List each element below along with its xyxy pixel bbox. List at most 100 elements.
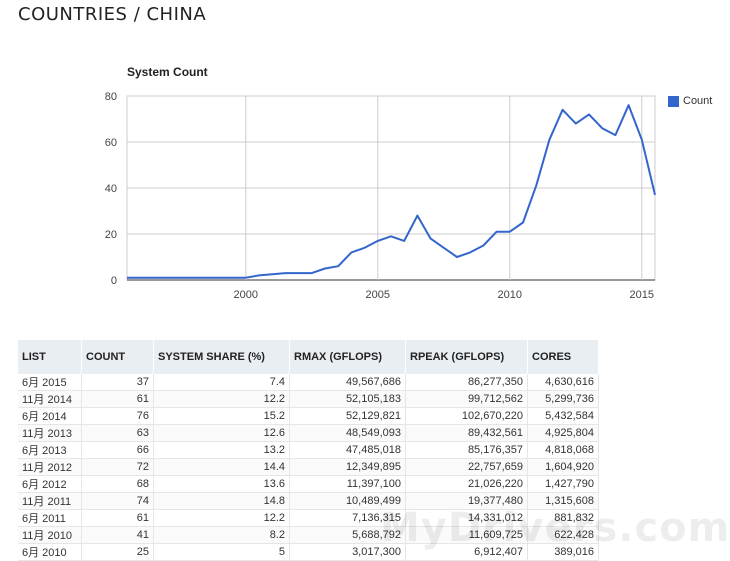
table-row: 11月 2013 63 12.6 48,549,093 89,432,561 4,925,… (18, 424, 599, 442)
table-cell: 52,105,183 (289, 390, 406, 408)
table-cell: 6月 2011 (18, 509, 82, 527)
table-row: 6月 2014 76 15.2 52,129,821 102,670,220 5,432,… (18, 407, 599, 425)
table-cell: 14.8 (153, 492, 290, 510)
y-tick-label: 20 (105, 229, 117, 241)
table-cell: 11月 2010 (18, 526, 82, 544)
chart-legend[interactable]: Count (668, 95, 712, 107)
table-cell: 881,832 (527, 509, 599, 527)
x-tick-label: 2015 (630, 289, 654, 301)
data-point (139, 277, 141, 279)
data-point (535, 185, 537, 187)
table-cell: 11月 2012 (18, 458, 82, 476)
data-point (205, 277, 207, 279)
y-tick-label: 60 (105, 137, 117, 149)
data-point (641, 139, 643, 141)
table-cell: 11月 2013 (18, 424, 82, 442)
table-cell: 12.2 (153, 509, 290, 527)
table-cell: 6月 2013 (18, 441, 82, 459)
column-header[interactable]: CORES (527, 340, 599, 374)
table-cell: 12.2 (153, 390, 290, 408)
data-point (218, 277, 220, 279)
data-point (192, 277, 194, 279)
system-count-chart: 0 20 40 60 80 2000 2005 2010 2015 (105, 91, 656, 301)
systems-table: LIST COUNT SYSTEM SHARE (%) RMAX (GFLOPS) RP… (18, 340, 599, 561)
column-header[interactable]: SYSTEM SHARE (%) (153, 340, 290, 374)
table-cell: 12,349,895 (289, 458, 406, 476)
table-row: 11月 2010 41 8.2 5,688,792 11,609,725 622,428 (18, 526, 599, 544)
table-cell: 4,630,616 (527, 374, 599, 391)
data-point (165, 277, 167, 279)
table-cell: 8.2 (153, 526, 290, 544)
table-cell: 7.4 (153, 374, 290, 391)
column-header[interactable]: COUNT (81, 340, 154, 374)
series-line-count (127, 104, 656, 279)
data-point (179, 277, 181, 279)
table-cell: 622,428 (527, 526, 599, 544)
data-point (377, 240, 379, 242)
table-cell: 6月 2015 (18, 374, 82, 391)
data-point (311, 272, 313, 274)
column-header[interactable]: LIST (18, 340, 82, 374)
data-point (482, 244, 484, 246)
data-point (654, 194, 656, 196)
table-cell: 11,609,725 (405, 526, 528, 544)
legend-label-count: Count (683, 95, 713, 107)
table-cell: 11月 2014 (18, 390, 82, 408)
table-cell: 13.6 (153, 475, 290, 493)
column-header[interactable]: RPEAK (GFLOPS) (405, 340, 528, 374)
table-row: 11月 2012 72 14.4 12,349,895 22,757,659 1,604,… (18, 458, 599, 476)
data-point (258, 274, 260, 276)
table-cell: 37 (81, 374, 154, 391)
data-point (601, 127, 603, 129)
table-cell: 99,712,562 (405, 390, 528, 408)
table-cell: 22,757,659 (405, 458, 528, 476)
data-point (561, 109, 563, 111)
table-body: 6月 2015 37 7.4 49,567,686 86,277,350 4,630,61… (18, 374, 599, 561)
data-point (297, 272, 299, 274)
data-point (548, 139, 550, 141)
data-point (284, 272, 286, 274)
table-cell: 6月 2010 (18, 543, 82, 561)
watermark: MyDrivers.com (380, 505, 730, 551)
table-row: 11月 2011 74 14.8 10,489,499 19,377,480 1,315,… (18, 492, 599, 510)
table-cell: 1,604,920 (527, 458, 599, 476)
table-cell: 1,427,790 (527, 475, 599, 493)
table-cell: 5 (153, 543, 290, 561)
page-title: COUNTRIES / CHINA (18, 4, 207, 25)
y-tick-label: 80 (105, 91, 117, 103)
table-cell: 52,129,821 (289, 407, 406, 425)
table-cell: 4,818,068 (527, 441, 599, 459)
table-cell: 86,277,350 (405, 374, 528, 391)
data-point (363, 247, 365, 249)
table-cell: 6月 2014 (18, 407, 82, 425)
data-point (245, 277, 247, 279)
table-cell: 66 (81, 441, 154, 459)
table-cell: 5,688,792 (289, 526, 406, 544)
table-row: 6月 2012 68 13.6 11,397,100 21,026,220 1,427,7… (18, 475, 599, 493)
table-cell: 19,377,480 (405, 492, 528, 510)
x-tick-label: 2010 (498, 289, 522, 301)
table-cell: 49,567,686 (289, 374, 406, 391)
chart-title: System Count (127, 65, 208, 79)
data-point (588, 113, 590, 115)
table-cell: 72 (81, 458, 154, 476)
x-tick-label: 2000 (234, 289, 258, 301)
table-cell: 102,670,220 (405, 407, 528, 425)
table-cell: 10,489,499 (289, 492, 406, 510)
table-cell: 5,432,584 (527, 407, 599, 425)
table-cell: 15.2 (153, 407, 290, 425)
column-header[interactable]: RMAX (GFLOPS) (289, 340, 406, 374)
data-point (337, 265, 339, 267)
y-tick-label: 40 (105, 183, 117, 195)
table-cell: 14,331,012 (405, 509, 528, 527)
data-point (324, 267, 326, 269)
data-point (509, 231, 511, 233)
data-point (416, 214, 418, 216)
data-point (350, 251, 352, 253)
table-cell: 7,136,315 (289, 509, 406, 527)
table-cell: 5,299,736 (527, 390, 599, 408)
table-cell: 74 (81, 492, 154, 510)
data-point (614, 134, 616, 136)
table-cell: 48,549,093 (289, 424, 406, 442)
table-cell: 13.2 (153, 441, 290, 459)
